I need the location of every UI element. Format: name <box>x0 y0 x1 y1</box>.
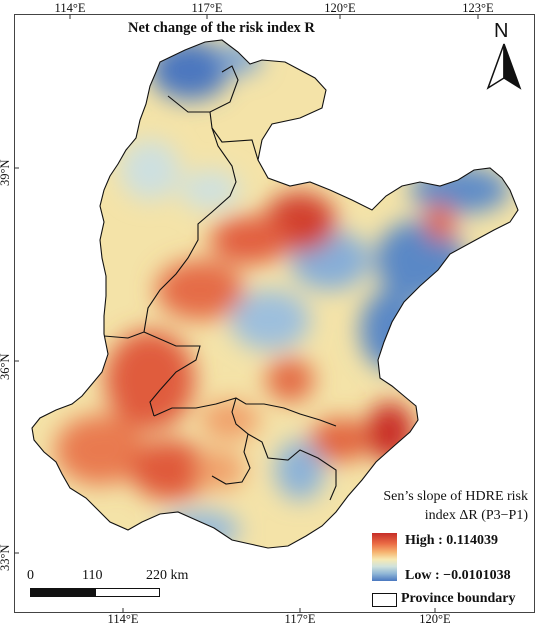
lon-tick-bottom: 117°E <box>284 612 316 626</box>
legend-title: Sen’s slope of HDRE risk index ΔR (P3−P1… <box>383 489 528 523</box>
legend-high-label: High : 0.114039 <box>405 533 498 548</box>
lon-tick-top: 120°E <box>324 1 356 15</box>
north-label: N <box>494 20 509 42</box>
lon-tick-bottom: 114°E <box>107 612 139 626</box>
scale-label: 0 <box>27 568 34 583</box>
scale-label: 110 <box>82 568 103 583</box>
scale-bar <box>30 588 160 597</box>
scale-label: 220 km <box>146 568 189 583</box>
lon-tick-bottom: 120°E <box>419 612 451 626</box>
lon-tick-top: 117°E <box>191 1 223 15</box>
province-boundary-swatch <box>372 593 397 607</box>
legend-low-label: Low : −0.0101038 <box>405 568 511 583</box>
province-boundaries <box>31 39 519 549</box>
north-arrow-icon <box>486 43 522 90</box>
lon-tick-top: 114°E <box>54 1 86 15</box>
legend-color-ramp <box>372 533 397 581</box>
lon-tick-top: 123°E <box>462 1 494 15</box>
province-boundary-label: Province boundary <box>401 591 516 606</box>
map-title: Net change of the risk index R <box>128 20 315 36</box>
